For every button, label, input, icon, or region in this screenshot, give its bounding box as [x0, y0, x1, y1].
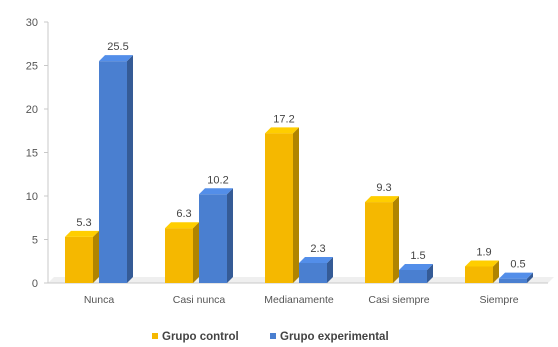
legend: Grupo control Grupo experimental — [152, 331, 389, 343]
bars-layer — [65, 55, 533, 284]
legend-swatch — [270, 333, 276, 339]
bar-top — [199, 188, 233, 195]
y-tick-label: 30 — [26, 17, 38, 29]
data-label: 5.3 — [76, 217, 91, 229]
bar-side — [493, 260, 499, 283]
bar-front — [299, 262, 327, 283]
bar-top — [365, 196, 399, 203]
bar-top — [499, 272, 533, 279]
legend-swatch — [152, 333, 158, 339]
x-category-label: Nunca — [84, 294, 115, 306]
bar-front — [165, 228, 193, 283]
data-label: 10.2 — [207, 174, 228, 186]
bar-side — [193, 222, 199, 283]
bar-front — [365, 202, 393, 283]
legend-label: Grupo experimental — [280, 331, 389, 343]
y-tick-label: 5 — [32, 235, 38, 247]
bar-top — [265, 127, 299, 134]
bar-side — [527, 272, 533, 283]
y-tick-label: 25 — [26, 61, 38, 73]
data-label: 9.3 — [376, 182, 391, 194]
bar-front — [65, 236, 93, 283]
y-tick-label: 10 — [26, 191, 38, 203]
legend-label: Grupo control — [162, 331, 239, 343]
bar-front — [499, 278, 527, 283]
bar — [65, 230, 99, 283]
data-label: 25.5 — [107, 41, 128, 53]
bar-top — [299, 256, 333, 263]
bar — [265, 127, 299, 283]
bar-side — [327, 256, 333, 283]
bar-front — [399, 269, 427, 283]
bar — [165, 222, 199, 283]
data-label: 17.2 — [273, 113, 294, 125]
data-label: 0.5 — [510, 259, 525, 271]
bar-side — [427, 263, 433, 283]
bar-top — [165, 222, 199, 229]
bar-top — [399, 263, 433, 270]
data-label: 2.3 — [310, 243, 325, 255]
bar-side — [127, 55, 133, 284]
bar — [199, 188, 233, 283]
bar — [499, 272, 533, 283]
bar — [465, 260, 499, 283]
y-tick-label: 20 — [26, 104, 38, 116]
x-category-label: Casi siempre — [368, 294, 429, 306]
bar-front — [99, 61, 127, 284]
data-label: 1.5 — [410, 250, 425, 262]
bar-top — [99, 55, 133, 62]
bar — [365, 196, 399, 283]
x-category-label: Siempre — [479, 294, 518, 306]
bar-side — [393, 196, 399, 283]
bar-side — [293, 127, 299, 283]
bar — [99, 55, 133, 284]
x-category-label: Casi nunca — [173, 294, 226, 306]
bar-front — [265, 133, 293, 283]
data-label: 1.9 — [476, 246, 491, 258]
y-tick-label: 15 — [26, 148, 38, 160]
data-label: 6.3 — [176, 208, 191, 220]
labels-layer: 5.3 25.5 6.3 10.2 17.2 2.3 9.3 1.5 1.9 0.5 — [76, 41, 525, 271]
bar-front — [199, 194, 227, 283]
bar — [299, 256, 333, 283]
bar-side — [93, 230, 99, 283]
y-tick-label: 0 — [32, 278, 38, 290]
bar-front — [465, 266, 493, 283]
bar-top — [465, 260, 499, 267]
bar-top — [65, 230, 99, 237]
x-category-label: Medianamente — [264, 294, 334, 306]
bar — [399, 263, 433, 283]
bar-side — [227, 188, 233, 283]
